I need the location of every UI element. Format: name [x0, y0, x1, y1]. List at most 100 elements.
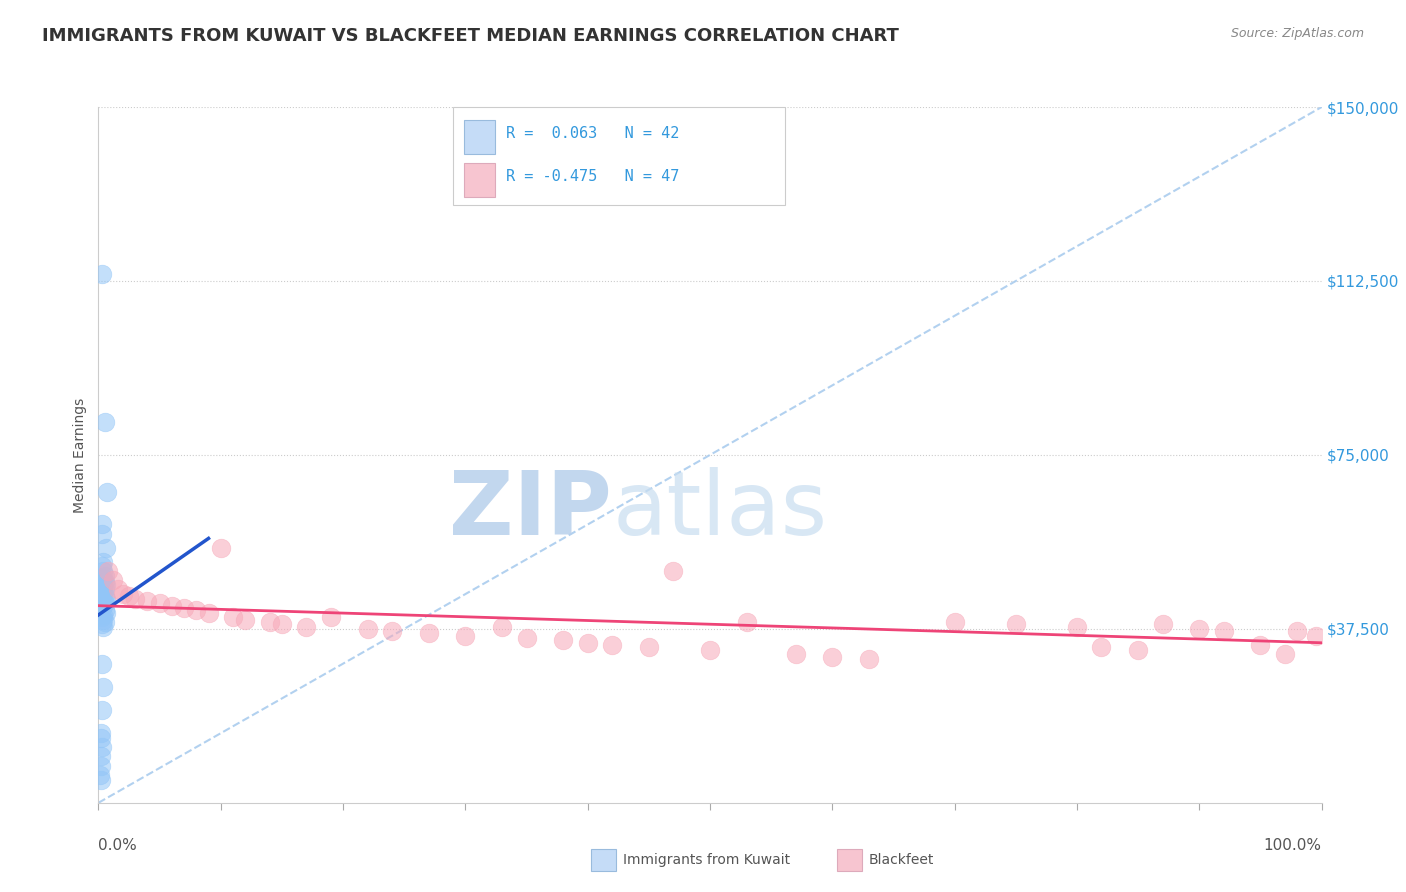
Point — [638, 640, 661, 655]
Point — [89, 768, 111, 782]
Point — [1066, 619, 1088, 633]
Point — [209, 541, 232, 555]
Point — [91, 555, 114, 569]
Point — [91, 601, 114, 615]
Point — [160, 599, 183, 613]
Point — [1152, 617, 1174, 632]
Point — [93, 596, 115, 610]
Text: IMMIGRANTS FROM KUWAIT VS BLACKFEET MEDIAN EARNINGS CORRELATION CHART: IMMIGRANTS FROM KUWAIT VS BLACKFEET MEDI… — [42, 27, 898, 45]
Point — [270, 617, 294, 632]
Point — [91, 613, 114, 627]
Point — [91, 617, 114, 632]
Point — [94, 606, 117, 620]
Point — [91, 610, 114, 624]
Point — [91, 680, 114, 694]
Point — [515, 631, 537, 645]
Point — [858, 652, 880, 666]
Point — [91, 619, 114, 633]
Point — [91, 559, 114, 574]
Point — [90, 772, 112, 787]
Point — [97, 564, 120, 578]
Point — [96, 485, 118, 500]
Point — [735, 615, 758, 629]
Point — [1274, 648, 1296, 662]
Point — [111, 587, 134, 601]
Point — [91, 580, 114, 594]
Point — [91, 703, 114, 717]
Point — [91, 657, 114, 671]
Point — [91, 573, 114, 587]
Point — [491, 619, 513, 633]
Point — [93, 575, 115, 590]
Point — [91, 587, 114, 601]
Point — [93, 615, 115, 629]
Point — [821, 649, 844, 664]
Point — [576, 636, 599, 650]
Point — [1212, 624, 1234, 639]
Point — [136, 594, 159, 608]
Point — [90, 731, 112, 745]
Point — [91, 599, 114, 613]
Point — [90, 758, 112, 772]
Point — [90, 749, 112, 764]
Point — [91, 564, 114, 578]
Point — [1188, 622, 1211, 636]
Point — [1004, 617, 1026, 632]
Point — [93, 582, 115, 597]
Point — [1090, 640, 1112, 655]
Point — [222, 610, 245, 624]
Point — [93, 416, 115, 430]
Point — [101, 573, 124, 587]
Point — [94, 541, 117, 555]
Point — [1305, 629, 1327, 643]
Point — [94, 591, 117, 606]
Point — [381, 624, 404, 639]
Point — [93, 590, 115, 604]
Y-axis label: Median Earnings: Median Earnings — [73, 397, 87, 513]
Point — [149, 596, 172, 610]
Point — [1286, 624, 1309, 639]
Text: 100.0%: 100.0% — [1264, 838, 1322, 853]
Text: ZIP: ZIP — [450, 467, 612, 554]
Text: R = -0.475   N = 47: R = -0.475 N = 47 — [506, 169, 679, 184]
Point — [91, 526, 114, 541]
Point — [186, 603, 208, 617]
Point — [259, 615, 281, 629]
Point — [90, 726, 112, 740]
Point — [553, 633, 575, 648]
Point — [785, 648, 807, 662]
Text: R =  0.063   N = 42: R = 0.063 N = 42 — [506, 127, 679, 141]
Point — [233, 613, 256, 627]
Point — [699, 642, 721, 657]
Point — [91, 594, 114, 608]
Point — [91, 740, 114, 755]
Point — [662, 564, 685, 578]
Point — [93, 603, 115, 617]
Point — [173, 601, 195, 615]
Point — [91, 584, 114, 599]
Point — [93, 568, 115, 582]
Point — [1128, 642, 1150, 657]
Point — [118, 590, 141, 604]
Point — [356, 622, 378, 636]
Point — [91, 517, 114, 532]
Point — [418, 626, 440, 640]
Point — [197, 606, 219, 620]
Text: Blackfeet: Blackfeet — [869, 853, 934, 867]
Text: atlas: atlas — [612, 467, 827, 554]
Point — [124, 591, 146, 606]
Point — [943, 615, 966, 629]
Point — [91, 571, 114, 585]
Point — [319, 610, 342, 624]
Point — [107, 582, 129, 597]
Text: Source: ZipAtlas.com: Source: ZipAtlas.com — [1230, 27, 1364, 40]
Text: 0.0%: 0.0% — [98, 838, 138, 853]
Point — [295, 619, 318, 633]
Point — [94, 578, 117, 592]
Point — [91, 267, 114, 281]
Text: Immigrants from Kuwait: Immigrants from Kuwait — [623, 853, 790, 867]
Point — [600, 638, 623, 652]
Point — [454, 629, 477, 643]
Point — [91, 607, 114, 622]
Point — [1249, 638, 1271, 652]
